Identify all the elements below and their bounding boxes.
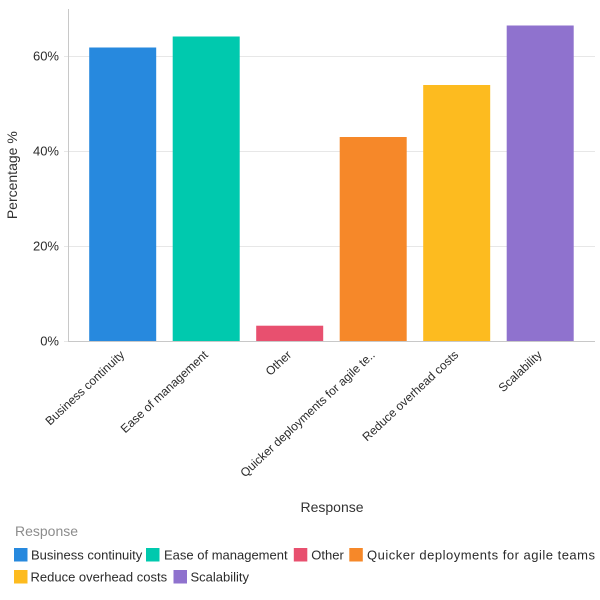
- svg-text:Response: Response: [15, 523, 78, 539]
- svg-text:0%: 0%: [40, 334, 59, 349]
- svg-text:Scalability: Scalability: [191, 569, 250, 584]
- svg-text:Response: Response: [300, 499, 363, 515]
- svg-text:Percentage %: Percentage %: [4, 131, 20, 219]
- svg-text:20%: 20%: [33, 239, 59, 254]
- svg-text:60%: 60%: [33, 49, 59, 64]
- svg-text:Reduce overhead costs: Reduce overhead costs: [31, 569, 168, 584]
- svg-text:Ease of management: Ease of management: [164, 547, 288, 562]
- svg-text:Business continuity: Business continuity: [31, 547, 143, 562]
- svg-text:Quicker deployments for agile: Quicker deployments for agile teams: [367, 547, 595, 562]
- svg-text:40%: 40%: [33, 144, 59, 159]
- svg-text:Other: Other: [311, 547, 344, 562]
